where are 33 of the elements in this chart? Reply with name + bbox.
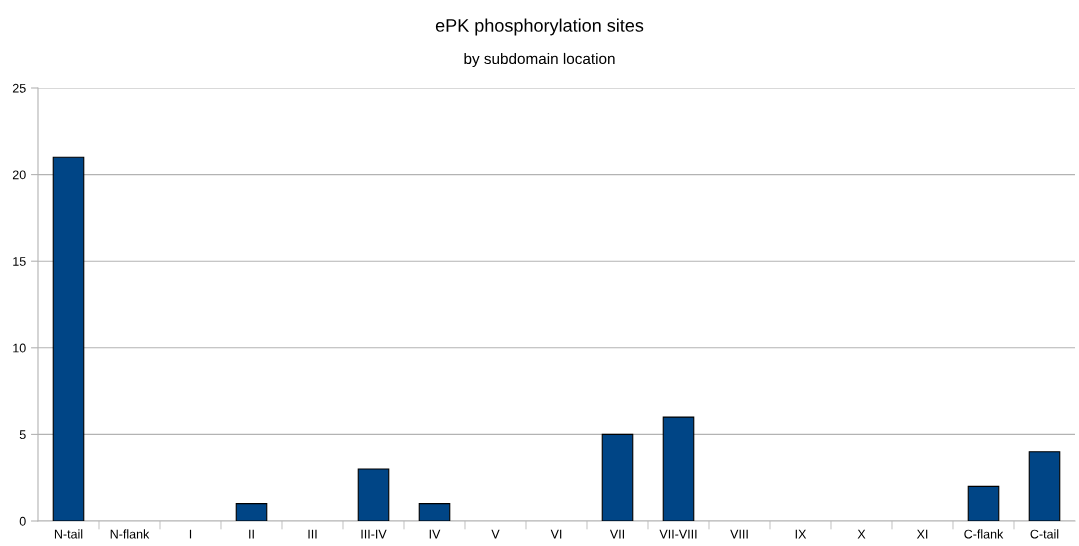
x-tick-label: N-flank [110,529,150,539]
bar [1028,451,1061,521]
x-tick-label: IV [429,529,441,539]
chart-title: ePK phosphorylation sites [435,18,644,36]
x-tick-label: VII-VIII [659,529,697,539]
x-tick-label: II [249,529,254,539]
x-tick-label: IX [795,529,807,539]
bar [601,433,634,521]
bar [357,468,390,521]
x-tick-label: X [857,529,866,539]
bar [662,416,695,521]
x-tick-label: I [189,529,192,539]
x-tick-label: VI [550,529,562,539]
x-tick-label: C-tail [1030,529,1059,539]
x-tick-label: VIII [730,529,748,539]
x-tick-label: C-flank [964,529,1004,539]
y-tick-label: 0 [19,516,26,526]
chart-subtitle: by subdomain location [464,52,615,68]
y-tick-label: 20 [12,170,26,180]
x-tick-label: III [308,529,317,539]
x-tick-label: XI [916,529,928,539]
bar [967,485,1000,521]
y-tick-label: 10 [13,343,26,353]
x-tick-label: N-tail [54,529,83,539]
bar [418,503,451,521]
x-tick-label: V [491,529,500,539]
y-tick-label: 5 [19,430,26,440]
x-tick-label: VII [609,529,624,539]
y-tick-label: 15 [13,257,26,266]
y-tick-label: 25 [12,83,26,93]
x-tick-label: III-IV [361,529,387,539]
bar [52,156,85,521]
bar [235,503,268,521]
